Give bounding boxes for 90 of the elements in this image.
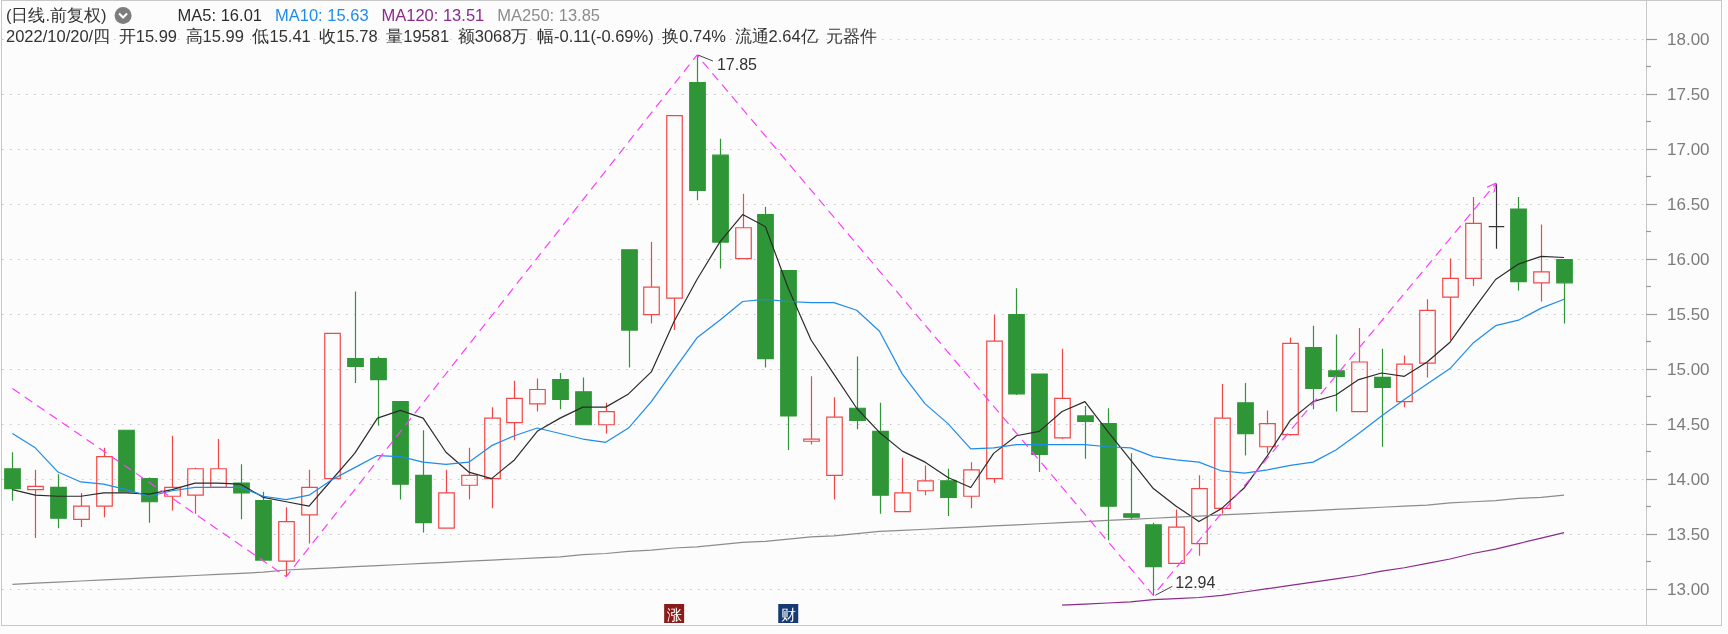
candlestick — [986, 314, 1003, 484]
candlestick — [1419, 298, 1436, 379]
candlestick — [803, 375, 820, 446]
candlestick — [940, 468, 957, 517]
y-tick-label: 17.00 — [1667, 140, 1710, 159]
y-tick-label: 15.00 — [1667, 360, 1710, 379]
candlestick — [461, 447, 478, 501]
chart-title: (日线.前复权) — [6, 6, 107, 24]
candlestick — [1145, 522, 1162, 596]
candlestick — [255, 491, 272, 562]
candlestick — [96, 447, 113, 518]
candlestick — [1237, 382, 1254, 457]
candlestick — [324, 332, 341, 480]
candlestick — [1031, 373, 1048, 473]
y-tick-label: 14.50 — [1667, 415, 1710, 434]
candlestick — [1465, 196, 1482, 287]
candlestick — [575, 376, 592, 426]
y-tick-label: 17.50 — [1667, 85, 1710, 104]
candlestick — [1510, 196, 1527, 292]
candlestick — [1442, 257, 1459, 341]
candlestick — [552, 372, 569, 410]
y-tick-label: 13.50 — [1667, 525, 1710, 544]
candlestick — [1533, 223, 1550, 303]
annotation: 财 — [780, 605, 796, 623]
candlestick — [392, 401, 409, 501]
text: MA120: 13.51 — [381, 6, 485, 24]
text: MA250: 13.85 — [497, 6, 601, 24]
y-tick-label: 15.50 — [1667, 305, 1710, 324]
candlestick — [484, 406, 501, 509]
candlestick — [1100, 407, 1117, 541]
candlestick — [529, 377, 546, 413]
y-tick-label: 13.00 — [1667, 580, 1710, 599]
candlestick — [757, 206, 774, 369]
candlestick — [347, 290, 364, 384]
candlestick — [1214, 383, 1231, 515]
candlestick — [917, 464, 934, 496]
candlestick — [1396, 354, 1413, 408]
line-series — [1061, 531, 1565, 606]
text: 2022/10/20/四 开15.99 高15.99 低15.41 收15.78 量19581 额3068万 幅-0.11(-0.69%) 换0.74% 流通2.64亿 元器件 — [6, 27, 878, 45]
candlestick — [1259, 409, 1276, 454]
candlestick — [1556, 259, 1573, 325]
annotation: 12.94 — [1175, 573, 1216, 591]
line-series — [11, 298, 1565, 501]
y-tick-label: 18.00 — [1667, 30, 1710, 49]
candlestick — [301, 469, 318, 545]
line-series — [11, 213, 1565, 523]
candlestick — [1351, 327, 1368, 413]
candlestick — [27, 469, 44, 539]
candlestick — [1328, 333, 1345, 413]
candlestick — [849, 355, 866, 430]
y-tick-label: 16.50 — [1667, 195, 1710, 214]
candlestick — [187, 467, 204, 515]
candlestick — [1488, 183, 1505, 250]
candlestick — [1168, 508, 1185, 564]
candlestick — [1305, 325, 1322, 410]
candlestick — [1282, 337, 1299, 437]
candlestick — [1008, 287, 1025, 396]
candlestick — [1054, 348, 1071, 440]
candlestick — [278, 506, 295, 578]
candlestick — [598, 402, 615, 435]
y-tick-label: 14.00 — [1667, 470, 1710, 489]
text: MA5: 16.01 — [177, 6, 262, 24]
candlestick — [118, 429, 135, 493]
candlestick — [1123, 452, 1140, 520]
candlestick — [4, 451, 21, 502]
candlestick — [438, 469, 455, 529]
candlestick — [1077, 405, 1094, 460]
candlestick — [164, 435, 181, 512]
annotation: 17.85 — [716, 55, 758, 73]
candlestick — [826, 396, 843, 501]
y-tick-label: 16.00 — [1667, 250, 1710, 269]
candlestick — [370, 355, 387, 427]
text: MA10: 15.63 — [275, 6, 369, 24]
candlestick — [506, 380, 523, 441]
candlestick — [1191, 474, 1208, 557]
candlestick — [894, 457, 911, 513]
candlestick — [73, 492, 90, 528]
annotation: 涨 — [666, 605, 682, 623]
candlestick — [872, 402, 889, 515]
candlestick — [963, 461, 980, 509]
candlestick — [666, 114, 683, 331]
candlestick — [1374, 348, 1391, 448]
candlestick — [712, 138, 729, 270]
candlestick — [643, 241, 660, 325]
candlestick — [735, 193, 752, 260]
candlestick — [780, 270, 797, 451]
candlestick — [50, 473, 67, 529]
candlestick — [689, 54, 706, 201]
candlestick — [415, 429, 432, 534]
candlestick — [621, 249, 638, 369]
